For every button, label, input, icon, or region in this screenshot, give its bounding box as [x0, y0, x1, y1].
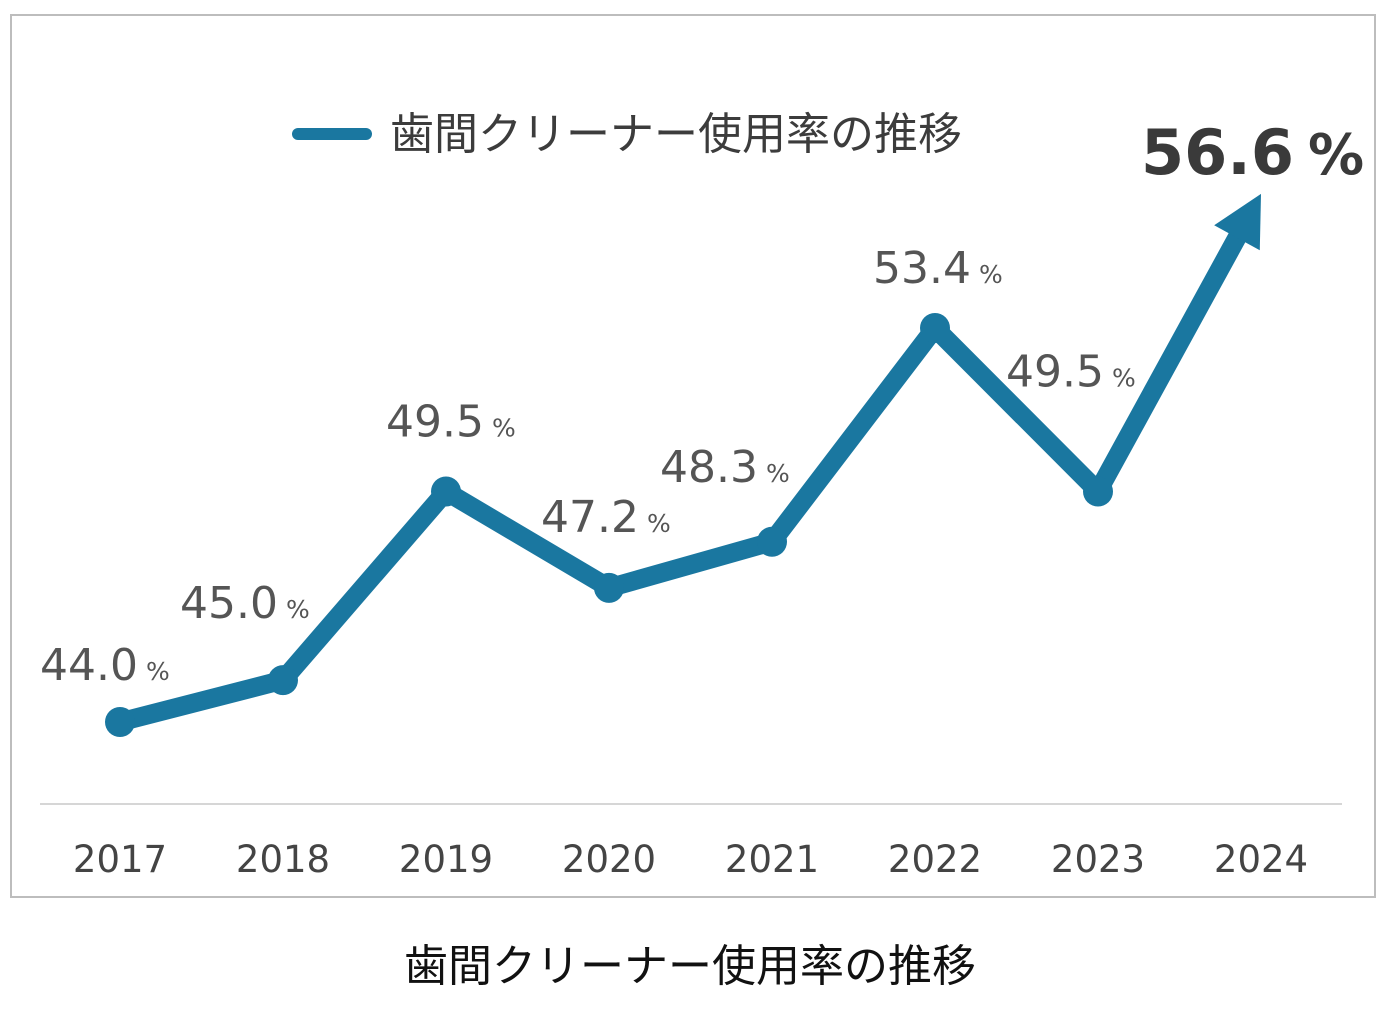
x-tick-label-2020: 2020	[562, 838, 656, 881]
data-label-2018: 45.0%	[180, 578, 310, 629]
data-label-2017: 44.0%	[40, 640, 170, 691]
arrow-head-marker	[1214, 193, 1261, 251]
series-line	[110, 228, 1247, 732]
data-label-2020: 47.2%	[541, 492, 671, 543]
data-point-2021	[757, 526, 787, 557]
x-tick-label-2021: 2021	[725, 838, 819, 881]
x-tick-label-2024: 2024	[1214, 838, 1308, 881]
data-point-2023	[1083, 476, 1113, 507]
data-point-2018	[268, 665, 298, 696]
line-chart: 2017 2018 2019 2020 2021 2022 2023 2024 44.0 %45.…	[40, 109, 1364, 881]
data-point-2020	[594, 572, 624, 603]
data-label-2019: 49.5%	[386, 396, 516, 447]
chart-frame	[10, 14, 1376, 898]
data-point-2022	[920, 313, 950, 343]
legend-label: 歯間クリーナー使用率の推移	[390, 109, 962, 160]
x-tick-label-2019: 2019	[399, 838, 493, 881]
chart-caption: 歯間クリーナー使用率の推移	[404, 941, 976, 992]
x-tick-label-2022: 2022	[888, 838, 982, 881]
data-point-2019	[431, 476, 461, 507]
data-label-2022: 53.4%	[873, 243, 1003, 294]
x-tick-label-2017: 2017	[73, 838, 167, 881]
data-label-2024: 56.6%	[1141, 116, 1364, 189]
data-point-2017	[105, 707, 135, 737]
x-tick-label-2018: 2018	[236, 838, 330, 881]
x-tick-label-2023: 2023	[1051, 838, 1145, 881]
data-label-2023: 49.5%	[1006, 346, 1136, 397]
data-label-2021: 48.3%	[660, 442, 790, 493]
